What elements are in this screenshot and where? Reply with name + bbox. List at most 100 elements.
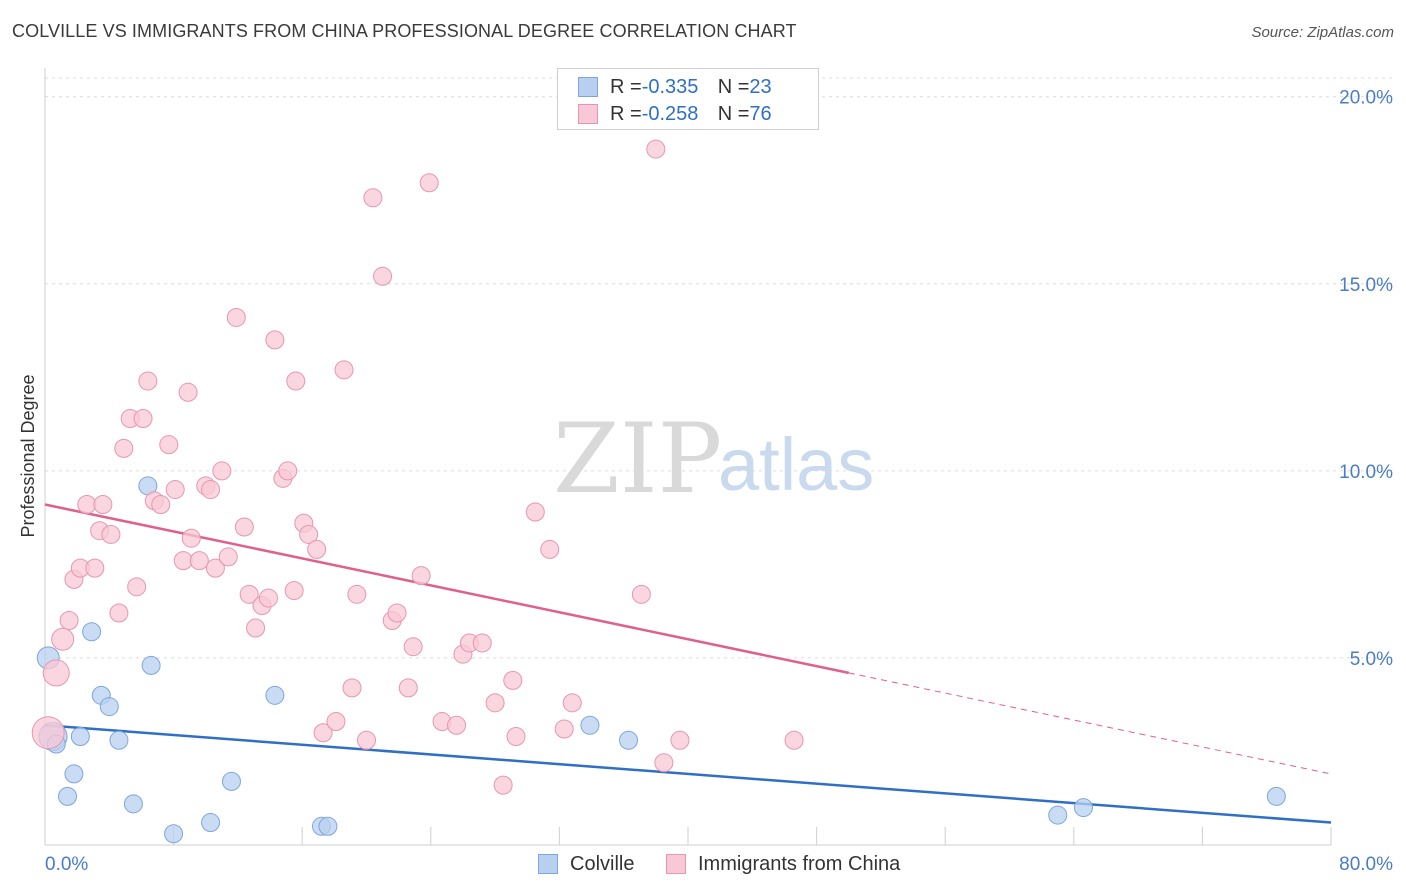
- colville-point: [1048, 805, 1068, 825]
- y-tick-label: 10.0%: [1339, 462, 1393, 483]
- china-point: [258, 588, 278, 608]
- china-point: [398, 678, 418, 698]
- legend-n-value: 23: [749, 75, 772, 98]
- china-point: [165, 480, 185, 500]
- china-point: [654, 753, 674, 773]
- legend-row-colville: R = -0.335 N = 23: [578, 74, 772, 100]
- china-point: [646, 139, 666, 159]
- colville-point: [123, 794, 143, 814]
- china-point: [226, 307, 246, 327]
- bottom-legend-label-china: Immigrants from China: [698, 852, 901, 875]
- trend-line: [44, 724, 1332, 824]
- trend-line-dashed: [848, 672, 1332, 775]
- colville-point: [580, 715, 600, 735]
- bottom-legend-china: Immigrants from China: [666, 850, 900, 878]
- china-point: [784, 730, 804, 750]
- bottom-legend-colville: Colville: [538, 850, 634, 878]
- gridlines: [45, 77, 1395, 659]
- china-point: [109, 603, 129, 623]
- china-point: [307, 539, 327, 559]
- china-point: [218, 547, 238, 567]
- china-point: [159, 435, 179, 455]
- china-point: [101, 524, 121, 544]
- china-point: [284, 581, 304, 601]
- china-point: [447, 715, 467, 735]
- axes: [44, 68, 1332, 846]
- china-point: [334, 360, 354, 380]
- colville-point: [64, 764, 84, 784]
- trend-line-solid: [44, 503, 850, 675]
- china-point: [387, 603, 407, 623]
- china-point: [506, 726, 526, 746]
- china-point: [205, 558, 225, 578]
- colville-point: [82, 622, 102, 642]
- china-point: [278, 461, 298, 481]
- china-point: [326, 712, 346, 732]
- x-tick-label: 0.0%: [45, 854, 88, 875]
- china-point: [239, 584, 259, 604]
- china-point: [201, 480, 221, 500]
- china-point: [127, 577, 147, 597]
- colville-point: [164, 824, 184, 844]
- y-tick-label: 5.0%: [1350, 649, 1393, 670]
- china-point: [525, 502, 545, 522]
- bottom-legend-swatch-china: [666, 854, 686, 874]
- china-point: [42, 659, 70, 687]
- colville-point: [1266, 786, 1286, 806]
- colville-point: [58, 786, 78, 806]
- colville-point: [70, 726, 90, 746]
- china-point: [151, 495, 171, 515]
- bottom-legend-swatch-colville: [538, 854, 558, 874]
- legend-r-label: R =: [610, 102, 642, 125]
- legend-r-value: -0.335: [641, 75, 699, 98]
- stats-legend: R = -0.335 N = 23 R = -0.258 N = 76: [557, 68, 819, 130]
- china-point: [670, 730, 690, 750]
- china-point: [85, 558, 105, 578]
- china-point: [189, 551, 209, 571]
- legend-n-value: 76: [749, 102, 772, 125]
- china-point: [403, 637, 423, 657]
- china-point: [59, 611, 79, 631]
- legend-swatch-colville: [578, 77, 598, 97]
- china-point: [181, 528, 201, 548]
- legend-r-value: -0.258: [641, 102, 699, 125]
- china-point: [347, 584, 367, 604]
- china-point: [485, 693, 505, 713]
- china-point: [114, 438, 134, 458]
- china-point: [357, 730, 376, 750]
- china-point: [51, 627, 75, 651]
- y-axis-label: Professional Degree: [18, 374, 38, 537]
- china-point: [173, 551, 193, 571]
- china-point: [363, 188, 383, 208]
- china-point: [503, 670, 523, 690]
- china-point: [419, 173, 439, 193]
- colville-point: [141, 655, 161, 675]
- x-tick-label: 80.0%: [1339, 854, 1393, 875]
- china-point: [77, 495, 97, 515]
- watermark-zip: ZIP: [553, 403, 722, 515]
- colville-point: [265, 685, 285, 705]
- y-tick-label: 20.0%: [1339, 88, 1393, 109]
- china-point: [265, 330, 285, 350]
- china-point: [411, 566, 431, 586]
- legend-row-china: R = -0.258 N = 76: [578, 101, 772, 127]
- colville-point: [221, 771, 241, 791]
- bottom-legend-label-colville: Colville: [570, 852, 635, 875]
- china-point: [31, 716, 65, 750]
- china-point: [286, 371, 306, 391]
- china-point: [313, 723, 333, 743]
- trend-lines: [44, 503, 1332, 824]
- legend-n-label: N =: [717, 75, 750, 98]
- china-point: [342, 678, 362, 698]
- china-point: [212, 461, 232, 481]
- colville-point: [201, 813, 221, 833]
- china-point: [178, 382, 198, 402]
- source-label: Source: ZipAtlas.com: [1251, 24, 1394, 41]
- y-tick-label: 15.0%: [1339, 275, 1393, 296]
- legend-n-label: N =: [717, 102, 750, 125]
- china-point: [234, 517, 254, 537]
- colville-point: [1073, 798, 1093, 818]
- china-point: [133, 408, 153, 428]
- colville-point: [109, 730, 129, 750]
